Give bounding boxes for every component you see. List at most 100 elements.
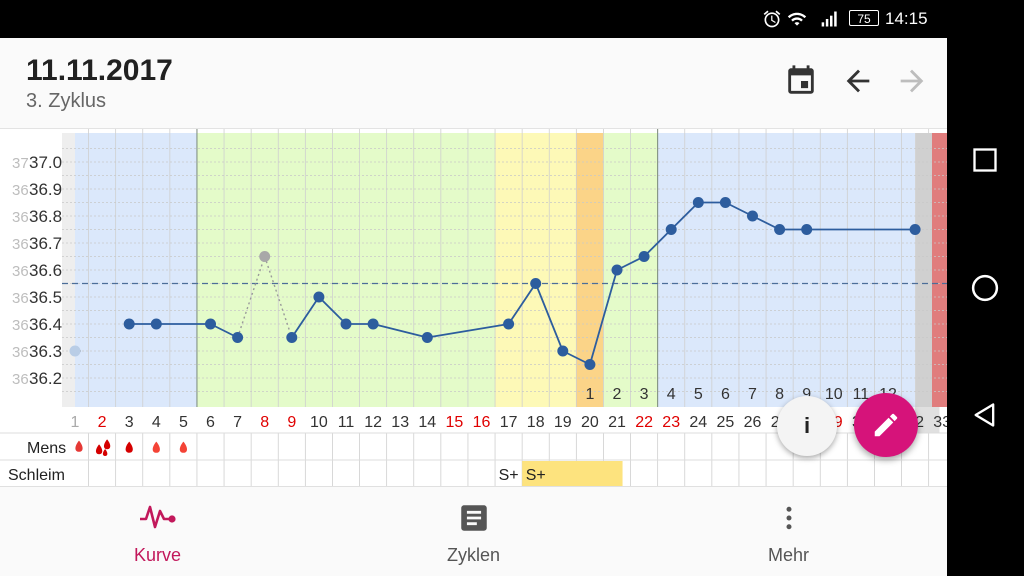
day-label[interactable]: 11 [338,414,355,431]
day-label[interactable]: 8 [260,414,269,431]
post-ovulation-day-label: 6 [721,386,730,403]
day-label[interactable]: 5 [179,414,188,431]
edit-button[interactable] [854,393,918,457]
day-label[interactable]: 18 [527,414,545,431]
wifi-icon [787,12,807,26]
temperature-line-segment [507,282,537,325]
temperature-point[interactable] [692,197,704,208]
temperature-point[interactable] [286,332,298,343]
day-label[interactable]: 6 [206,414,215,431]
day-label[interactable]: 1 [71,414,80,431]
temperature-point[interactable] [503,318,515,330]
temperature-chart[interactable]: 37 37.036 36.936 36.836 36.736 36.636 36.536 36… [0,129,947,486]
blood-drop-icon [179,441,187,453]
temperature-point[interactable] [421,332,433,343]
temperature-point[interactable] [801,224,813,235]
recent-apps-icon[interactable] [971,146,999,174]
arrow-back-icon[interactable] [841,64,875,98]
day-label[interactable]: 13 [391,414,409,431]
day-label[interactable]: 12 [364,414,382,431]
zone-infertile [657,129,916,407]
zone-menstruation [75,129,197,407]
y-tick-label: 36.3 [29,342,62,361]
nav-mehr[interactable]: Mehr [631,487,946,576]
zone-day1 [62,129,75,407]
day-label[interactable]: 7 [233,414,242,431]
temperature-point[interactable] [530,278,542,289]
day-label[interactable]: 22 [635,414,653,431]
info-button[interactable]: i [777,396,837,456]
post-ovulation-day-label: 4 [667,386,676,403]
post-ovulation-day-label: 10 [825,386,843,403]
temperature-point[interactable] [205,318,216,330]
day-label[interactable]: 17 [500,414,518,431]
day-label[interactable]: 26 [744,414,762,431]
day-label[interactable]: 21 [608,414,626,431]
day-label[interactable]: 20 [581,414,599,431]
temperature-line-segment [236,256,266,338]
blood-drop-icon [75,440,83,452]
day-label[interactable]: 10 [310,414,328,431]
day-row-gap [915,407,940,433]
zone-fertile-early [196,129,496,407]
temperature-point[interactable] [909,224,921,235]
more-vert-icon [786,506,792,530]
day-label[interactable]: 15 [446,414,464,431]
day-label[interactable]: 9 [287,414,296,431]
blood-drop-icon [152,441,160,453]
temperature-point[interactable] [123,318,135,330]
schleim-mark: S+ [499,467,519,484]
day-label[interactable]: 19 [554,414,572,431]
axis-column [0,129,62,407]
post-ovulation-day-label: 1 [585,386,594,403]
temperature-point[interactable] [774,224,786,235]
temperature-point[interactable] [719,197,731,208]
temperature-point[interactable] [150,318,162,330]
temperature-point[interactable] [611,264,623,276]
day-label[interactable]: 4 [152,414,161,431]
y-tick-shadow: 37 [12,155,29,172]
temperature-point[interactable] [232,332,244,343]
y-tick-label: 36.4 [29,315,62,334]
post-ovulation-day-label: 2 [613,386,622,403]
day-label[interactable]: 24 [689,414,707,431]
battery-icon: 75 [849,10,879,26]
arrow-forward-icon[interactable] [895,64,929,98]
day-label[interactable]: 16 [473,414,491,431]
temperature-point[interactable] [340,318,352,330]
y-tick-shadow: 36 [12,182,29,199]
temperature-point[interactable] [313,291,325,303]
temperature-point[interactable] [747,210,758,222]
temperature-line-segment [589,269,618,365]
day-label[interactable]: 2 [98,414,107,431]
chart-top-strip [62,129,947,133]
home-icon[interactable] [970,273,1000,303]
y-tick-label: 36.9 [29,180,62,199]
post-ovulation-day-label: 9 [802,386,811,403]
day-label[interactable]: 3 [125,414,134,431]
y-tick-shadow: 36 [12,290,29,307]
y-tick-label: 37.0 [29,153,62,172]
nav-kurve[interactable]: Kurve [0,487,315,576]
blood-drop-icon [102,449,108,456]
temperature-line-segment [427,323,509,339]
day-label[interactable]: 25 [717,414,735,431]
temperature-chart-area[interactable]: 37 37.0 36 36.9 36 36.8 36 36.7 36 36.6 36 36.5 36 36… [0,129,947,486]
temperature-point[interactable] [638,251,650,262]
temperature-point[interactable] [259,251,271,262]
calendar-icon[interactable] [784,64,818,98]
temperature-point[interactable] [665,224,677,235]
schleim-row-label: Schleim [8,467,65,484]
temperature-point[interactable] [557,345,569,357]
temperature-line-segment [264,256,293,338]
back-icon[interactable] [971,401,999,429]
day-label[interactable]: 23 [662,414,680,431]
nav-zyklen[interactable]: Zyklen [316,487,631,576]
temperature-point[interactable] [584,359,596,370]
day-label[interactable]: 14 [418,414,436,431]
post-ovulation-day-label: 7 [748,386,757,403]
temperature-point[interactable] [69,345,81,357]
post-ovulation-day-label: 8 [775,386,784,403]
temperature-point[interactable] [367,318,379,330]
day-label[interactable]: 33 [933,414,947,431]
